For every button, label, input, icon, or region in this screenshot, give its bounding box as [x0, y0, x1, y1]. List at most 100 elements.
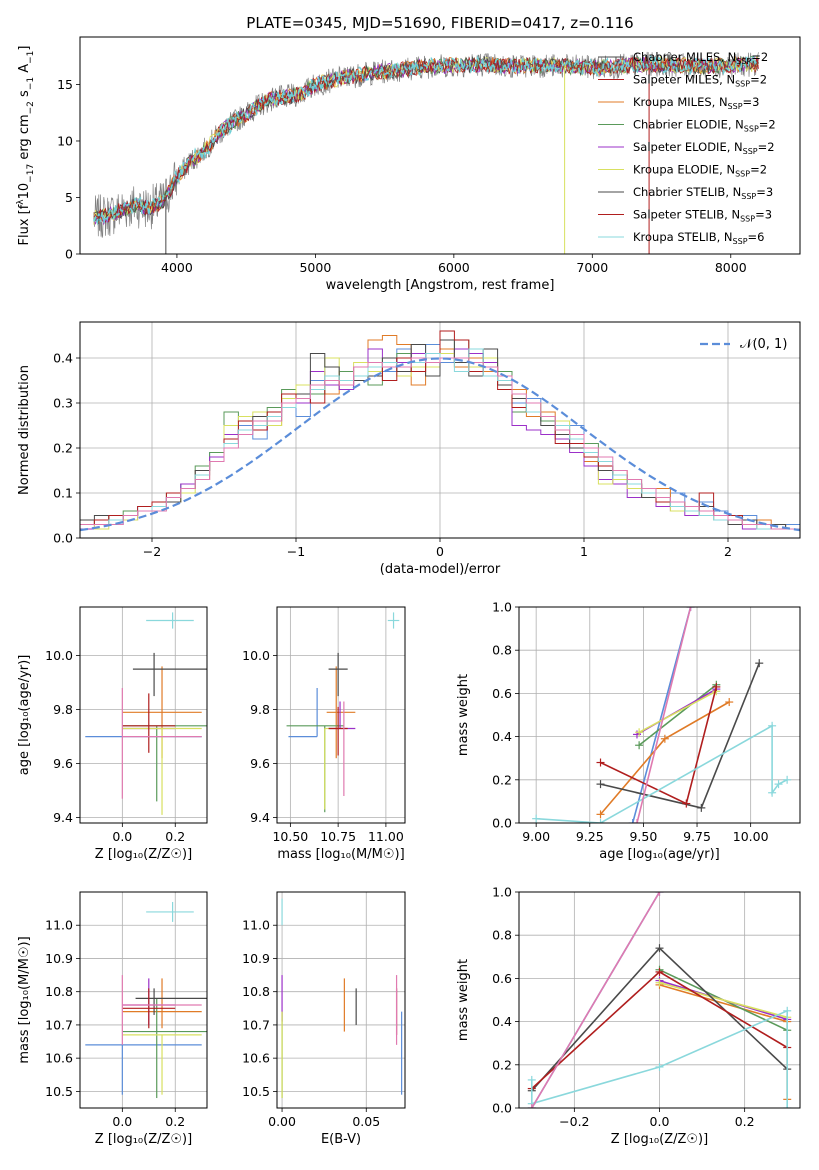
y-axis-label-part: s: [17, 90, 32, 101]
legend-entry-part: Kroupa STELIB, N: [633, 230, 733, 244]
plot-area: [286, 612, 400, 813]
x-tick-label: 0: [436, 544, 444, 559]
y-axis-label: Flux [fλ10−17 erg cm−2 s−1 A−1]: [16, 46, 36, 246]
legend-entry-part: Kroupa MILES, N: [633, 95, 728, 109]
y-tick-label: 5: [65, 190, 73, 205]
legend-entry-part: SSP: [741, 192, 756, 201]
x-tick-label: 0.2: [735, 1114, 755, 1129]
y-tick-label: 0.3: [53, 396, 73, 411]
weight-series-line: [659, 981, 788, 1019]
legend-entry-part: SSP: [733, 237, 748, 246]
y-axis-label: mass [log₁₀(M/M☉)]: [17, 936, 32, 1063]
y-tick-label: 0.0: [53, 531, 73, 546]
x-tick-label: 0.0: [112, 829, 132, 844]
y-tick-label: 10.0: [242, 648, 270, 663]
y-axis-label: mass weight: [456, 674, 471, 756]
legend-entry-part: =3: [743, 95, 760, 109]
y-tick-label: 9.6: [53, 756, 73, 771]
x-axis-label: age [log₁₀(age/yr)]: [599, 847, 720, 862]
x-axis-label: E(B-V): [321, 1132, 361, 1147]
weight-series-line: [531, 892, 661, 1108]
legend-entry: Kroupa STELIB, NSSP=6: [633, 230, 764, 246]
y-axis-label-part: A: [17, 64, 32, 77]
x-axis-label: Z [log₁₀(Z/Z☉)]: [95, 847, 192, 862]
x-tick-label: −1: [287, 544, 305, 559]
x-axis-label: Z [log₁₀(Z/Z☉)]: [611, 1132, 708, 1147]
legend-entry-part: =2: [750, 73, 767, 87]
figure-title: PLATE=0345, MJD=51690, FIBERID=0417, z=0…: [246, 14, 633, 32]
legend-entry-part: Salpeter STELIB, N: [633, 208, 740, 222]
weight-series-line: [636, 607, 692, 823]
x-tick-label: 9.00: [522, 829, 550, 844]
y-axis-label-part: −1: [26, 51, 36, 64]
axes-frame: [79, 606, 208, 824]
axes-frame: [79, 321, 801, 539]
x-tick-label: 5000: [299, 260, 331, 275]
y-tick-label: 0.2: [492, 1057, 512, 1072]
plot-area: [85, 901, 207, 1099]
y-tick-label: 0.6: [492, 971, 512, 986]
mass-vs-Z-axes: 0.0 0.2 10.5 10.6 10.7 10.8 10.9 11.0 Z [log₁₀(Z…: [17, 891, 208, 1147]
legend-entry: Chabrier STELIB, NSSP=3: [633, 185, 773, 201]
x-tick-label: 10.50: [272, 829, 308, 844]
legend-entry-part: SSP: [744, 125, 759, 134]
y-axis-label-part: −2: [26, 101, 36, 114]
x-tick-label: 0.2: [165, 829, 185, 844]
mass-vs-ebv-axes: 0.00 0.05 10.5 10.6 10.7 10.8 10.9 11.0 E(B-V): [242, 891, 406, 1147]
legend-entry-part: SSP: [735, 170, 750, 179]
axes-frame: [518, 891, 801, 1109]
y-axis-label: age [log₁₀(age/yr)]: [17, 655, 32, 776]
legend-entry: Salpeter STELIB, NSSP=3: [633, 208, 772, 224]
x-tick-label: 1: [580, 544, 588, 559]
weight-series-line: [659, 984, 789, 1100]
y-tick-label: 0.1: [53, 486, 73, 501]
y-tick-label: 0.4: [492, 729, 512, 744]
y-axis-label-part: Flux [f: [17, 204, 32, 245]
y-tick-label: 10: [57, 133, 73, 148]
model-spectrum-line: [93, 56, 759, 222]
y-tick-label: 9.6: [250, 756, 270, 771]
x-tick-label: 9.75: [683, 829, 711, 844]
x-tick-label: −0.2: [559, 1114, 589, 1129]
legend-entry-part: =3: [756, 185, 773, 199]
legend-entry: 𝒩(0, 1): [740, 337, 787, 352]
y-tick-label: 10.5: [242, 1084, 270, 1099]
x-tick-label: 0.0: [650, 1114, 670, 1129]
legend-entry-part: Salpeter ELODIE, N: [633, 140, 743, 154]
x-tick-label: 10.00: [733, 829, 769, 844]
legend-entry-part: =2: [758, 140, 775, 154]
x-tick-label: 0.0: [112, 1114, 132, 1129]
y-tick-label: 1.0: [492, 885, 512, 900]
axes-frame: [518, 606, 801, 824]
x-axis-label: mass [log₁₀(M/M☉)]: [277, 847, 404, 862]
weight-series-line: [638, 684, 717, 746]
y-tick-label: 0.4: [492, 1014, 512, 1029]
weight-vs-age-axes: 9.00 9.25 9.50 9.75 10.00 0.0 0.2 0.4 0.6 0.8 1.0 a…: [456, 600, 801, 862]
x-tick-label: 10.75: [320, 829, 356, 844]
y-tick-label: 0.4: [53, 351, 73, 366]
x-tick-label: 6000: [438, 260, 470, 275]
y-tick-label: 10.9: [45, 951, 73, 966]
legend-entry-part: Chabrier MILES, N: [633, 50, 736, 64]
y-tick-label: 10.5: [45, 1084, 73, 1099]
y-tick-label: 0.0: [492, 1101, 512, 1116]
y-tick-label: 10.6: [45, 1051, 73, 1066]
y-tick-label: 10.0: [45, 648, 73, 663]
y-tick-label: 10.7: [242, 1017, 270, 1032]
y-tick-label: 9.8: [53, 702, 73, 717]
x-tick-label: 0.00: [268, 1114, 296, 1129]
spectrum-plot-area: [93, 51, 759, 254]
y-tick-label: 0.6: [492, 686, 512, 701]
axes-frame: [276, 606, 406, 824]
y-tick-label: 1.0: [492, 600, 512, 615]
x-tick-label: 9.25: [576, 829, 604, 844]
legend-entry-part: Kroupa ELODIE, N: [633, 163, 735, 177]
legend-entry-part: Salpeter MILES, N: [633, 73, 735, 87]
x-tick-label: 9.50: [629, 829, 657, 844]
legend-entry-part: SSP: [728, 102, 743, 111]
y-tick-label: 9.4: [250, 810, 270, 825]
x-tick-label: 2: [724, 544, 732, 559]
x-tick-label: −2: [143, 544, 161, 559]
legend-entry-part: =2: [750, 163, 767, 177]
